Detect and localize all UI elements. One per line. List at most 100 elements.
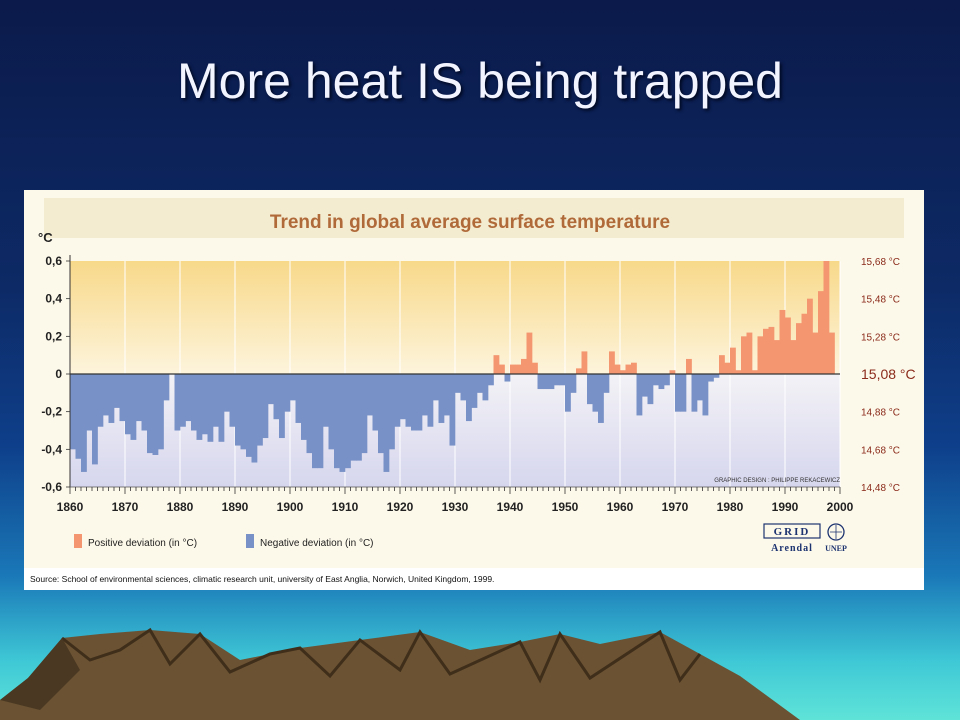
bar [411, 374, 417, 431]
bar [482, 374, 489, 401]
bar [735, 370, 742, 374]
bar [807, 298, 813, 374]
y-tick-label: -0,2 [41, 405, 62, 419]
y-tick-label: 0,4 [45, 292, 62, 306]
bar [796, 323, 802, 374]
bar [625, 364, 632, 374]
source-text: Source: School of environmental sciences… [30, 574, 494, 584]
bar [752, 370, 758, 374]
bar [356, 374, 362, 461]
bar [251, 374, 258, 463]
bar [829, 332, 835, 374]
mountain-shape [0, 630, 800, 720]
bar [620, 370, 626, 374]
bar [383, 374, 390, 472]
bar [664, 374, 670, 386]
bar [548, 374, 555, 390]
bar [581, 351, 588, 374]
x-tick-label: 1910 [332, 500, 359, 514]
bar [416, 374, 423, 431]
bar [339, 374, 346, 472]
bar [455, 374, 461, 393]
bar [812, 332, 819, 374]
legend-negative-swatch [246, 534, 254, 548]
graphic-credit: GRAPHIC DESIGN : PHILIPPE REKACEWICZ [714, 478, 840, 484]
legend-positive-swatch [74, 534, 82, 548]
x-tick-label: 1960 [607, 500, 634, 514]
x-tick-label: 1870 [112, 500, 139, 514]
bar [614, 364, 621, 374]
bar [543, 374, 549, 390]
bars [70, 261, 835, 472]
y-tick-label: -0,4 [41, 442, 62, 456]
bar [763, 328, 769, 374]
source-band [24, 568, 924, 590]
bar [389, 374, 395, 450]
bar [262, 374, 269, 439]
right-tick-label: 14,88 °C [861, 408, 900, 419]
bar [108, 374, 115, 423]
bar [185, 374, 192, 422]
bar [499, 364, 505, 374]
bar [70, 374, 76, 450]
bar [488, 374, 494, 386]
bar [719, 355, 725, 374]
bar [603, 374, 610, 393]
bar [125, 374, 131, 435]
bar [202, 374, 208, 435]
bar [708, 374, 714, 382]
bar [609, 351, 615, 374]
bar [515, 364, 522, 374]
x-tick-label: 1940 [497, 500, 524, 514]
bar [257, 374, 263, 446]
bar [119, 374, 126, 422]
bar [466, 374, 472, 422]
bar [647, 374, 654, 405]
bar [724, 362, 731, 374]
bar [636, 374, 643, 416]
x-tick-label: 1980 [717, 500, 744, 514]
bar [152, 374, 159, 455]
bar [235, 374, 241, 446]
bar [213, 374, 219, 427]
bar [691, 374, 698, 412]
bar [394, 374, 401, 427]
bar [477, 374, 483, 393]
bar [372, 374, 379, 431]
bar [218, 374, 225, 442]
bar [312, 374, 318, 469]
right-tick-labels: 15,68 °C 15,48 °C 15,28 °C 15,08 °C 14,88 °C… [861, 257, 916, 494]
bar [653, 374, 659, 386]
slide-title: More heat IS being trapped [177, 53, 783, 109]
bar [757, 336, 764, 374]
bar [427, 374, 434, 427]
bar [301, 374, 307, 440]
bar [361, 374, 368, 454]
legend-positive-label: Positive deviation (in °C) [88, 538, 197, 549]
bar [554, 374, 560, 386]
bar [790, 340, 797, 374]
bar [240, 374, 247, 450]
bar [526, 332, 533, 374]
y-tick-label: 0,2 [45, 329, 62, 343]
right-tick-label: 14,68 °C [861, 445, 900, 456]
bar [697, 374, 703, 401]
bar [136, 374, 142, 422]
bar [537, 374, 544, 390]
axes [69, 255, 841, 494]
bar [279, 374, 285, 439]
y-axis-unit: °C [38, 230, 53, 245]
bar [290, 374, 296, 401]
right-tick-label: 14,48 °C [861, 483, 900, 494]
bar [801, 313, 808, 374]
y-tick-label: 0 [55, 367, 62, 381]
bar [741, 336, 747, 374]
arendal-logo-text: Arendal [771, 543, 813, 554]
x-tick-label: 1900 [277, 500, 304, 514]
bar [702, 374, 709, 416]
bar [422, 374, 428, 416]
right-tick-label: 15,48 °C [861, 295, 900, 306]
bar [273, 374, 280, 420]
bar [114, 374, 120, 408]
bar [130, 374, 137, 440]
